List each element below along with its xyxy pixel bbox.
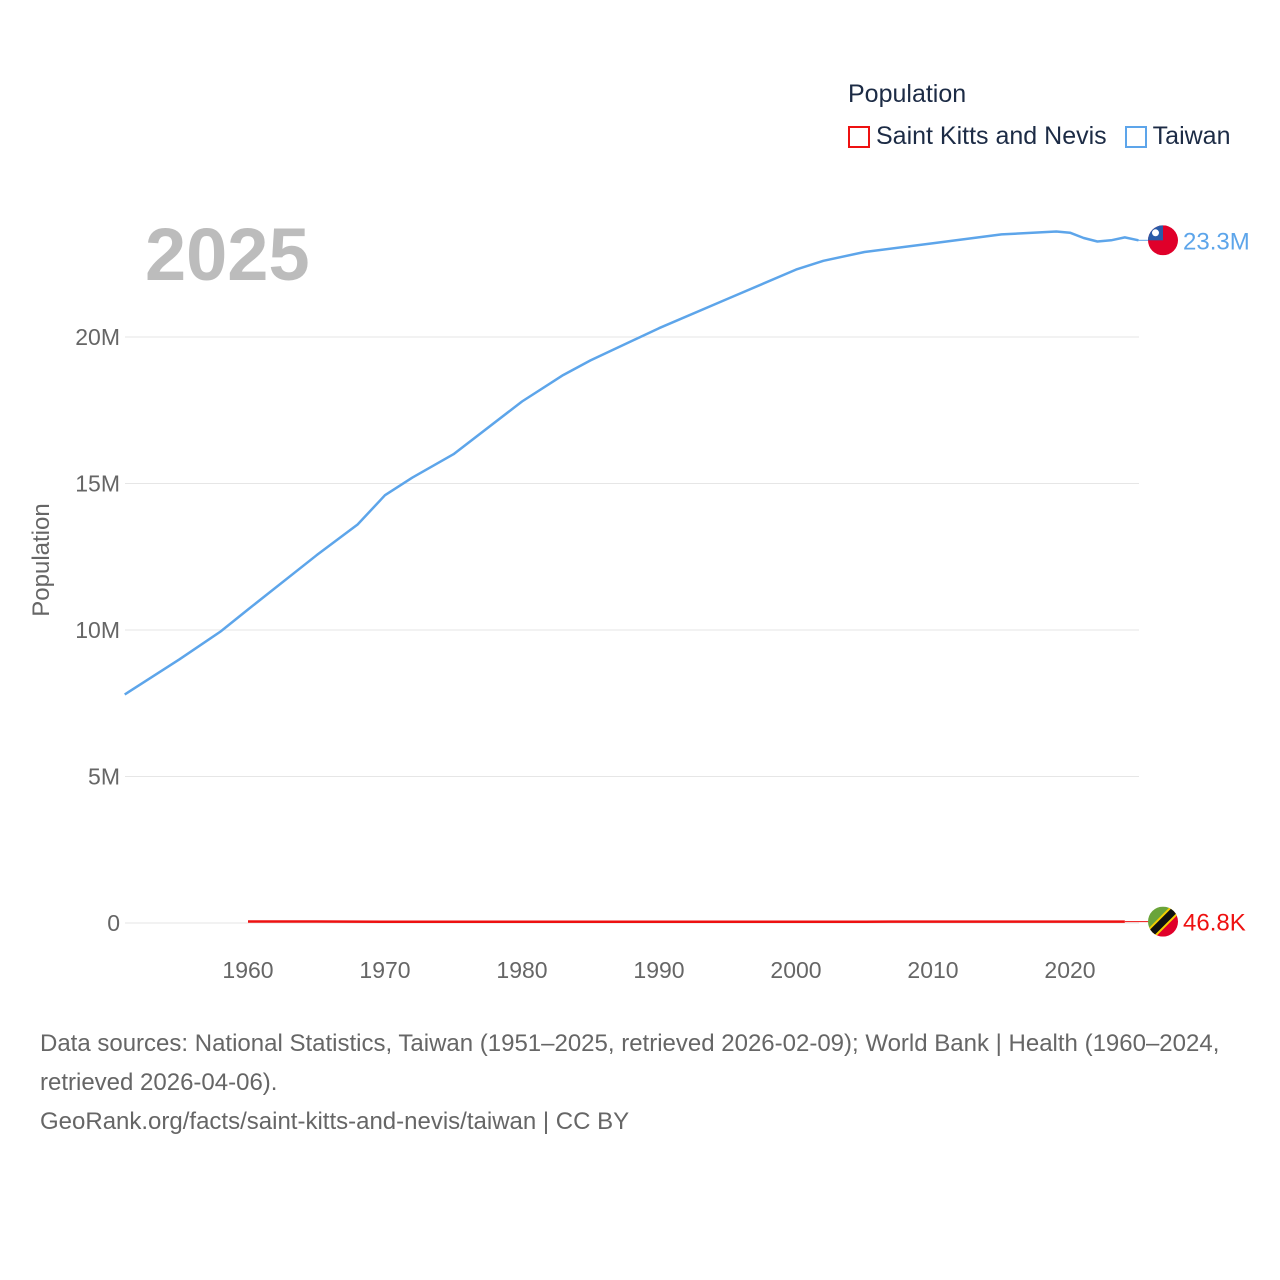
legend-item-taiwan[interactable]: Taiwan [1124,122,1231,151]
legend-label: Saint Kitts and Nevis [876,122,1107,150]
series-line-taiwan [124,230,1139,696]
x-tick-label: 2020 [1044,957,1095,983]
legend-title: Population [848,80,967,108]
taiwan-flag-icon [1148,225,1178,256]
y-tick-label: 0 [107,910,120,936]
flag-body [1148,906,1178,937]
legend: Saint Kitts and Nevis Taiwan [848,122,1231,151]
x-tick-label: 2000 [770,957,821,983]
footer: Data sources: National Statistics, Taiwa… [40,1024,1250,1141]
x-tick-label: 2010 [907,957,958,983]
legend-swatch-saint-kitts [848,125,870,148]
x-tick-label: 1980 [496,957,547,983]
saint-kitts-flag-icon [1148,906,1178,937]
current-year-label: 2025 [145,213,310,296]
legend-label: Taiwan [1152,122,1231,150]
legend-item-saint-kitts[interactable]: Saint Kitts and Nevis [848,122,1107,151]
y-tick-label: 10M [75,617,120,643]
end-value-label: 23.3M [1183,228,1250,255]
flag-sun [1152,229,1159,237]
attribution-link[interactable]: GeoRank.org/facts/saint-kitts-and-nevis/… [40,1108,630,1135]
flag-black-band [1148,906,1178,937]
x-tick-label: 1970 [359,957,410,983]
y-tick-label: 5M [88,764,120,790]
flag-body [1148,225,1178,256]
data-sources: Data sources: National Statistics, Taiwa… [40,1030,1220,1096]
legend-swatch-taiwan [1124,125,1147,148]
y-tick-label: 20M [75,324,120,350]
x-tick-label: 1960 [222,957,273,983]
end-value-label: 46.8K [1183,910,1246,937]
y-tick-label: 15M [75,471,120,497]
x-tick-label: 1990 [633,957,684,983]
y-axis-label: Population [28,503,55,617]
